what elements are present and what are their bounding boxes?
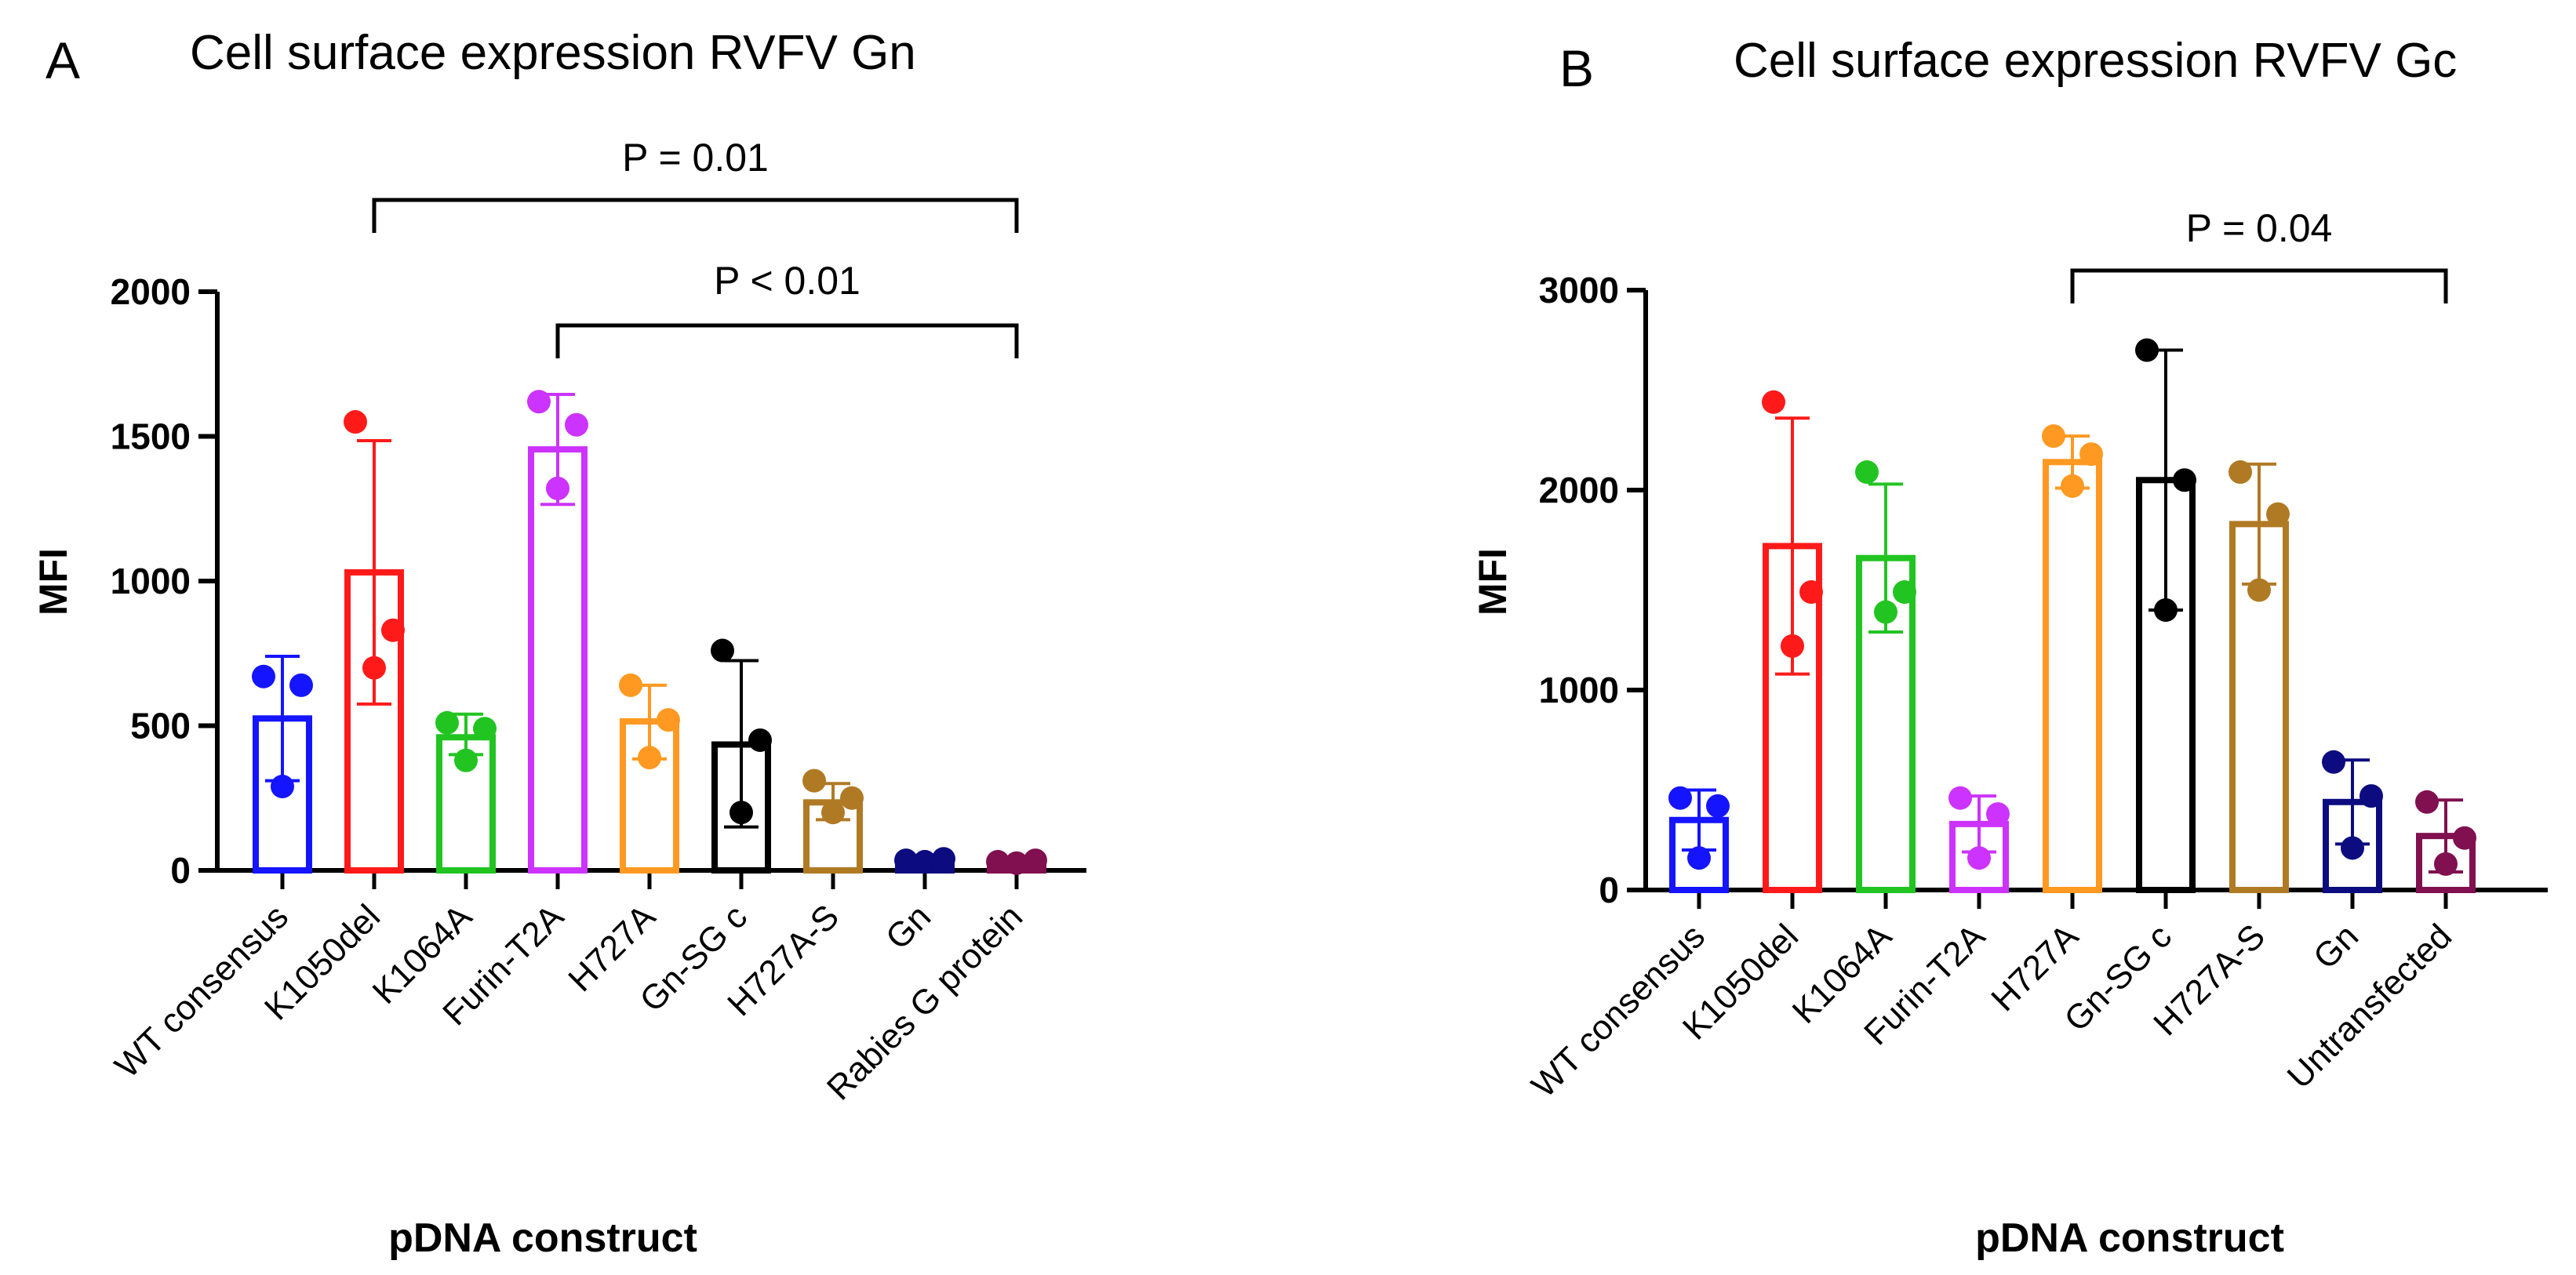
panel-a-data-point xyxy=(932,847,955,871)
panel-a-data-point xyxy=(435,710,459,735)
panel-a-data-point xyxy=(527,390,551,414)
panel-b-data-point xyxy=(1706,794,1730,818)
panel-a: A Cell surface expression RVFV Gn MFI pD… xyxy=(31,26,1086,1261)
panel-b-x-tick-label: Gn xyxy=(2306,917,2366,976)
panel-a-bar xyxy=(528,446,588,874)
panel-a-data-point xyxy=(840,786,864,810)
panel-b-ylabel: MFI xyxy=(1471,548,1515,616)
panel-a-y-tick-label: 0 xyxy=(170,850,191,891)
panel-b-data-point xyxy=(2247,578,2271,602)
panel-b-data-point xyxy=(2322,750,2345,774)
panel-a-data-point xyxy=(271,774,294,798)
panel-b-data-point xyxy=(1893,580,1916,605)
panel-a-xlabel: pDNA construct xyxy=(388,1215,697,1261)
panel-b-y-tick-label: 1000 xyxy=(1539,670,1619,710)
panel-a-data-point xyxy=(748,728,772,752)
panel-b-letter: B xyxy=(1559,39,1594,97)
panel-a-data-point xyxy=(473,717,497,741)
panel-b-data-point xyxy=(2341,836,2364,860)
panel-b-xlabel: pDNA construct xyxy=(1975,1215,2284,1261)
panel-b-data-point xyxy=(1762,390,1785,414)
panel-a-data-point xyxy=(913,849,937,874)
panel-a-data-point xyxy=(1024,848,1047,873)
panel-b-data-point xyxy=(2434,852,2458,876)
panel-a-y-tick-label: 2000 xyxy=(111,271,191,312)
panel-a-data-point xyxy=(619,673,642,697)
panel-a-p-value-label: P < 0.01 xyxy=(714,259,860,303)
panel-b-data-point xyxy=(2061,474,2084,498)
panel-a-data-point xyxy=(252,664,275,688)
panel-b-data-point xyxy=(1986,802,2010,826)
panel-a-significance-bracket xyxy=(372,198,1019,233)
panel-a-data-point xyxy=(454,748,478,772)
panel-a-data-point xyxy=(565,412,588,437)
panel-a-ylabel: MFI xyxy=(31,548,75,616)
panel-b: B Cell surface expression RVFV Gc MFI pD… xyxy=(1471,34,2548,1261)
panel-b-data-point xyxy=(1799,580,1823,605)
panel-b-data-point xyxy=(1948,786,1972,810)
panel-b-title: Cell surface expression RVFV Gc xyxy=(1734,34,2457,88)
panel-a-data-point xyxy=(894,848,918,873)
panel-b-y-tick-label: 0 xyxy=(1599,870,1619,910)
panel-b-y-tick-label: 2000 xyxy=(1539,470,1619,510)
panel-a-p-value-label: P = 0.01 xyxy=(622,136,769,180)
panel-a-data-point xyxy=(657,708,680,732)
panel-a-data-point xyxy=(802,768,826,793)
panel-a-title: Cell surface expression RVFV Gn xyxy=(190,26,916,80)
panel-b-data-point xyxy=(1781,634,1804,658)
panel-b-data-point xyxy=(1668,786,1692,810)
panel-b-data-point xyxy=(2079,442,2103,467)
panel-a-data-point xyxy=(638,746,661,770)
panel-a-significance-bracket xyxy=(555,323,1019,358)
panel-b-data-point xyxy=(1687,846,1711,870)
panel-a-data-point xyxy=(1005,851,1028,875)
panel-a-data-point xyxy=(289,673,313,697)
panel-b-p-value-label: P = 0.04 xyxy=(2186,206,2333,250)
panel-a-x-tick-label: Gn xyxy=(879,897,938,957)
panel-a-data-point xyxy=(711,638,734,663)
panel-b-data-point xyxy=(1967,846,1991,870)
panel-a-y-tick-label: 1500 xyxy=(111,416,191,457)
panel-b-data-point xyxy=(2154,598,2178,622)
panel-a-data-point xyxy=(546,476,569,500)
panel-b-data-point xyxy=(2042,424,2065,449)
panel-b-bar xyxy=(2043,459,2102,893)
panel-a-y-tick-label: 500 xyxy=(130,706,191,746)
panel-b-data-point xyxy=(2415,790,2439,814)
panel-a-data-point xyxy=(362,656,386,680)
panel-a-data-point xyxy=(730,801,753,825)
panel-b-y-tick-label: 3000 xyxy=(1539,270,1619,311)
panel-b-data-point xyxy=(2135,338,2159,362)
panel-b-data-point xyxy=(2266,502,2290,526)
panel-b-data-point xyxy=(2453,826,2476,850)
panel-a-data-point xyxy=(821,801,845,825)
panel-a-data-point xyxy=(381,618,405,642)
panel-b-data-point xyxy=(2173,468,2196,492)
panel-b-x-tick-label: Untransfected xyxy=(2280,917,2459,1095)
panel-a-y-tick-label: 1000 xyxy=(111,561,191,601)
panel-b-significance-bracket xyxy=(2070,268,2448,303)
panel-a-data-point xyxy=(986,849,1010,874)
panel-b-data-point xyxy=(1874,600,1897,624)
panel-b-data-point xyxy=(2229,460,2252,485)
panel-b-data-point xyxy=(1855,460,1879,485)
panel-b-data-point xyxy=(2360,784,2383,808)
panel-a-letter: A xyxy=(45,31,80,89)
panel-a-data-point xyxy=(344,410,367,434)
